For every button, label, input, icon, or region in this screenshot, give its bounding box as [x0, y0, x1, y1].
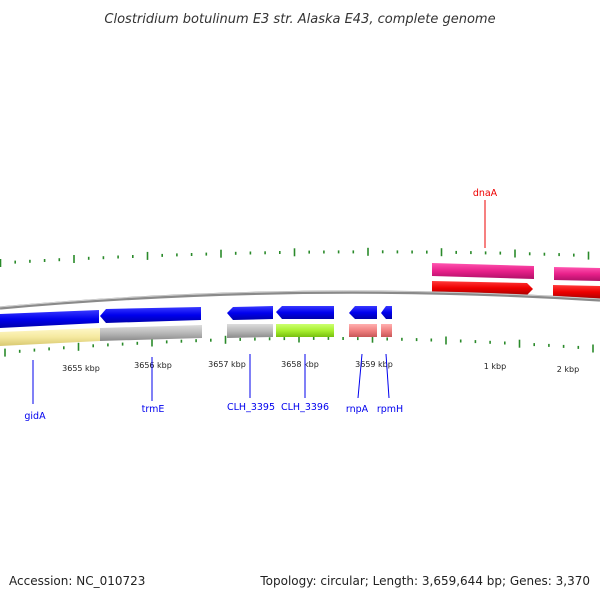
axis-label-1kbp: 1 kbp	[484, 362, 506, 371]
rpmH-gene-arrow[interactable]	[381, 306, 392, 319]
accession-text: Accession: NC_010723	[9, 574, 146, 588]
dnaA-gene-arrow[interactable]	[432, 281, 533, 295]
gidA-gene-arrow[interactable]	[0, 310, 99, 328]
CLH_3396-band	[276, 324, 334, 337]
forward-band-right	[554, 267, 600, 281]
genome-backbone	[0, 290, 600, 310]
CLH_3396-gene-arrow[interactable]	[276, 306, 334, 319]
gene-label-CLH_3395[interactable]: CLH_3395	[227, 402, 275, 413]
gene-label-rpmH[interactable]: rpmH	[377, 404, 403, 415]
gene-label-rnpA[interactable]: rnpA	[346, 404, 369, 415]
outer-tick-row	[0, 247, 590, 267]
axis-label-3656: 3656 kbp	[134, 361, 172, 370]
gene-label-gidA[interactable]: gidA	[24, 411, 46, 422]
forward-gene-right	[553, 285, 600, 299]
rnpA-leader	[357, 353, 363, 399]
rnpA-band	[349, 324, 377, 337]
rnpA-gene-arrow[interactable]	[349, 306, 377, 319]
axis-label-3657: 3657 kbp	[208, 360, 246, 369]
axis-label-2kbp: 2 kbp	[557, 365, 579, 374]
gidA-band	[0, 328, 100, 346]
rpmH-band	[381, 324, 392, 337]
trmE-gene-arrow[interactable]	[100, 307, 201, 323]
axis-label-3658: 3658 kbp	[281, 360, 319, 369]
axis-label-3655: 3655 kbp	[62, 364, 100, 373]
axis-label-3659: 3659 kbp	[355, 360, 393, 369]
map-title: Clostridium botulinum E3 str. Alaska E43…	[104, 12, 495, 27]
gene-label-trmE[interactable]: trmE	[142, 404, 165, 415]
genome-summary-text: Topology: circular; Length: 3,659,644 bp…	[260, 574, 590, 588]
CLH_3395-band	[227, 324, 273, 338]
gene-label-dnaA[interactable]: dnaA	[473, 188, 498, 199]
genome-backbone-highlight	[0, 290, 600, 308]
dnaA-forward-band[interactable]	[432, 263, 534, 279]
trmE-band	[100, 325, 202, 341]
rpmH-leader	[385, 353, 390, 399]
gene-label-CLH_3396[interactable]: CLH_3396	[281, 402, 329, 413]
CLH_3395-gene-arrow[interactable]	[227, 306, 273, 320]
